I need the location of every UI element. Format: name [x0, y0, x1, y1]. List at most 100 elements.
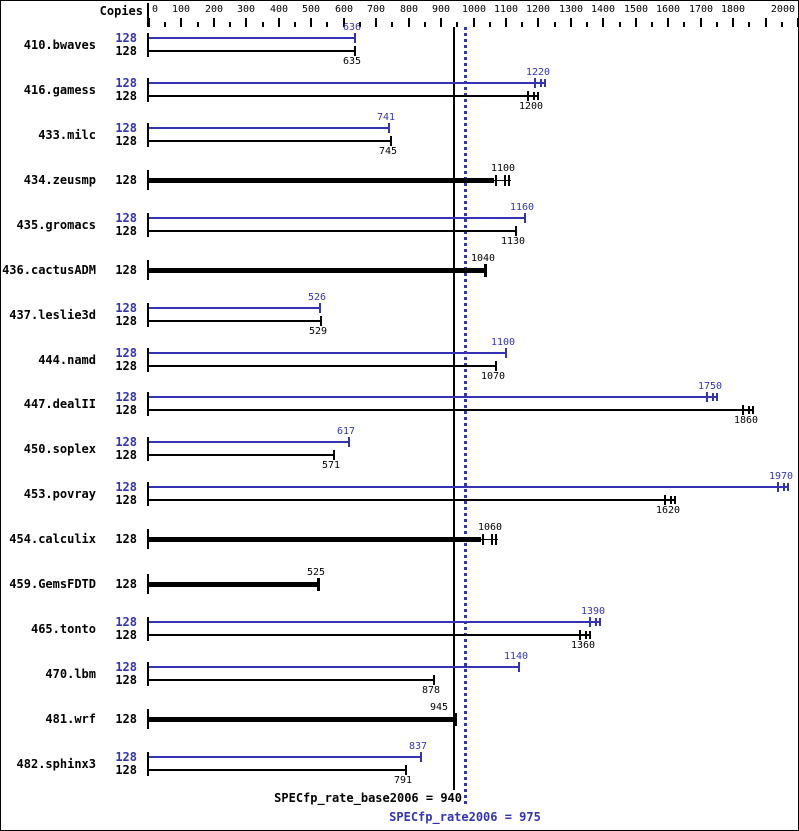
copies-label: 128 — [115, 121, 137, 135]
axis-tick-label: 500 — [301, 4, 321, 15]
axis-tick-label: 200 — [204, 4, 224, 15]
base-bar — [149, 178, 494, 183]
bar-end-cap — [524, 213, 526, 223]
bar-start-cap — [147, 752, 149, 776]
axis-tick-label: 1200 — [525, 4, 551, 15]
bar-start-cap — [147, 170, 149, 190]
axis-tick-label: 700 — [366, 4, 386, 15]
base-value-label: 745 — [378, 146, 398, 157]
copies-label: 128 — [115, 173, 137, 187]
axis-minor-tick — [294, 22, 296, 27]
axis-minor-tick — [391, 22, 393, 27]
axis-tick-label: 1500 — [623, 4, 649, 15]
base-bar — [149, 537, 481, 542]
benchmark-name-label: 470.lbm — [45, 667, 96, 681]
base-value-label: 791 — [393, 775, 413, 786]
peak-bar — [149, 486, 788, 488]
benchmark-name-label: 459.GemsFDTD — [9, 577, 96, 591]
axis-minor-tick — [262, 22, 264, 27]
base-reference-line — [453, 27, 455, 790]
axis-tick-label: 1400 — [590, 4, 616, 15]
base-value-label: 635 — [342, 56, 362, 67]
axis-minor-tick — [489, 22, 491, 27]
run-mark — [537, 92, 539, 100]
bar-end-cap — [495, 175, 497, 186]
axis-major-tick — [732, 18, 734, 27]
axis-major-tick — [310, 18, 312, 27]
copies-label: 128 — [115, 390, 137, 404]
axis-minor-tick — [748, 22, 750, 27]
axis-tick-label: 1800 — [720, 4, 746, 15]
run-mark — [585, 631, 587, 639]
peak-bar — [149, 756, 421, 758]
bar-end-cap — [482, 534, 484, 545]
benchmark-name-label: 453.povray — [23, 487, 96, 501]
bar-start-cap — [147, 78, 149, 102]
bar-end-cap — [518, 662, 520, 672]
axis-major-tick — [765, 18, 767, 27]
benchmark-name-label: 450.soplex — [23, 442, 96, 456]
peak-value-label: 1970 — [768, 471, 794, 482]
run-mark — [491, 534, 493, 545]
copies-label: 128 — [115, 712, 137, 726]
bar-end-cap — [354, 46, 356, 56]
bar-start-cap — [147, 348, 149, 372]
benchmark-name-label: 436.cactusADM — [2, 263, 96, 277]
peak-value-label: 741 — [376, 112, 396, 123]
peak-bar — [149, 441, 349, 443]
base-bar — [149, 769, 406, 771]
base-bar — [149, 634, 590, 636]
axis-major-tick — [245, 18, 247, 27]
axis-tick-label: 1700 — [688, 4, 714, 15]
axis-minor-tick — [456, 22, 458, 27]
base-bar — [149, 230, 516, 232]
peak-bar — [149, 127, 389, 129]
axis-minor-tick — [619, 22, 621, 27]
base-value-label: 525 — [306, 567, 326, 578]
run-mark — [540, 79, 542, 87]
peak-bar — [149, 217, 525, 219]
axis-minor-tick — [521, 22, 523, 27]
run-mark — [508, 175, 510, 186]
bar-start-cap — [147, 33, 149, 57]
peak-bar — [149, 621, 600, 623]
peak-value-label: 837 — [408, 741, 428, 752]
base-value-label: 945 — [429, 702, 449, 713]
axis-major-tick — [473, 18, 475, 27]
axis-minor-tick — [359, 22, 361, 27]
peak-bar — [149, 396, 717, 398]
bar-end-cap — [589, 617, 591, 627]
benchmark-name-label: 481.wrf — [45, 712, 96, 726]
axis-major-tick — [375, 18, 377, 27]
run-mark — [674, 496, 676, 504]
peak-bar — [149, 307, 320, 309]
bar-start-cap — [147, 617, 149, 641]
axis-major-tick — [505, 18, 507, 27]
base-value-label: 878 — [421, 685, 441, 696]
base-bar — [149, 365, 496, 367]
peak-value-label: 1390 — [580, 606, 606, 617]
run-mark — [589, 631, 591, 639]
axis-major-tick — [667, 18, 669, 27]
axis-minor-tick — [586, 22, 588, 27]
benchmark-name-label: 410.bwaves — [23, 38, 96, 52]
benchmark-name-label: 416.gamess — [23, 83, 96, 97]
run-mark — [595, 618, 597, 626]
peak-bar — [149, 352, 506, 354]
axis-minor-tick — [424, 22, 426, 27]
bar-end-cap — [534, 78, 536, 88]
bar-end-cap — [319, 303, 321, 313]
axis-tick-label: 1300 — [558, 4, 584, 15]
axis-tick-label: 0 — [152, 4, 159, 15]
bar-end-cap — [664, 495, 666, 505]
base-value-label: 1860 — [733, 415, 759, 426]
bar-start-cap — [147, 437, 149, 461]
peak-bar — [149, 666, 519, 668]
copies-label: 128 — [115, 403, 137, 417]
copies-label: 128 — [115, 359, 137, 373]
axis-major-tick — [700, 18, 702, 27]
bar-start-cap — [147, 662, 149, 686]
axis-major-tick — [635, 18, 637, 27]
copies-label: 128 — [115, 493, 137, 507]
